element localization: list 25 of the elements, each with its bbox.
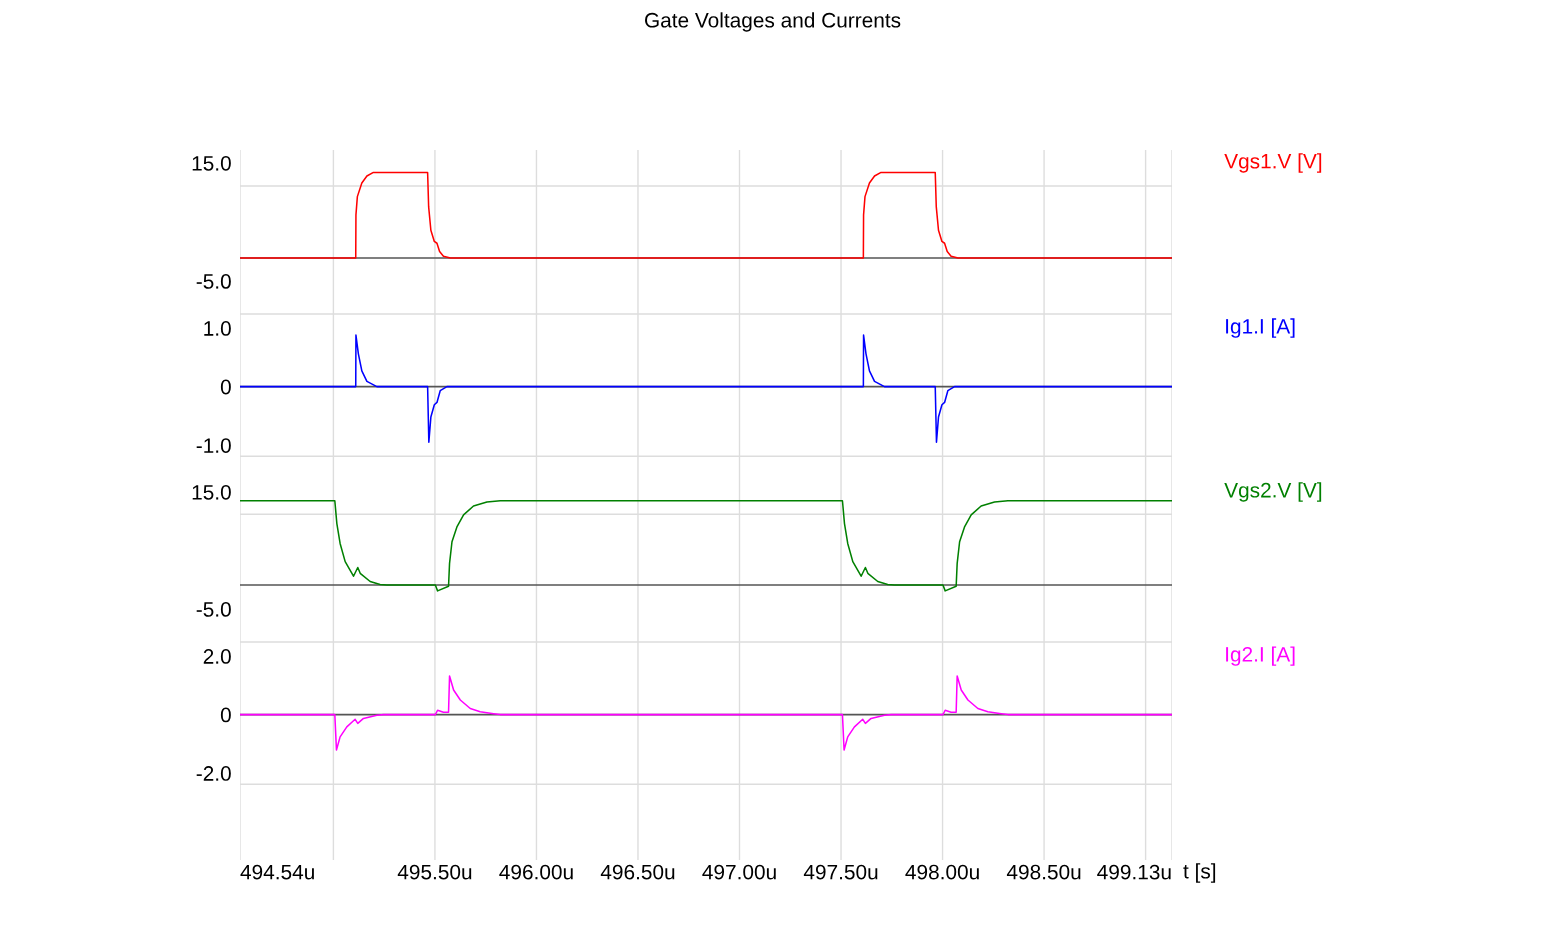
- x-tick-label: 498.00u: [905, 864, 979, 880]
- x-tick-label: 498.50u: [1006, 864, 1081, 880]
- x-tick-label: 497.00u: [702, 864, 776, 880]
- x-tick-label: 497.50u: [803, 864, 878, 880]
- y-tick-label: 15.0: [192, 484, 231, 500]
- y-tick-label: 2.0: [203, 649, 231, 664]
- y-tick-label: 0: [220, 707, 231, 723]
- x-tick-label: 499.13u: [1097, 864, 1171, 880]
- x-tick-label: 496.00u: [499, 864, 573, 880]
- text: Vgs1.V [V]: [1224, 153, 1322, 173]
- x-tick-label: 495.50u: [397, 864, 472, 880]
- text: Ig1.I [A]: [1226, 318, 1295, 338]
- text: Ig2.I [A]: [1226, 646, 1295, 666]
- chart-title: Gate Voltages and Currents: [645, 12, 901, 32]
- y-tick-label: 1.0: [204, 321, 231, 336]
- y-tick-label: 0: [220, 379, 231, 395]
- text: Vgs2.V [V]: [1224, 482, 1322, 502]
- y-tick-label: -1.0: [196, 438, 231, 453]
- y-tick-label: -2.0: [196, 766, 231, 781]
- x-axis-title: t [s]: [1183, 863, 1216, 883]
- y-tick-label: -5.0: [196, 602, 231, 617]
- x-tick-label: 494.54u: [240, 864, 314, 880]
- y-tick-label: 15.0: [192, 155, 231, 171]
- x-tick-label: 496.50u: [600, 864, 675, 880]
- y-tick-label: -5.0: [196, 274, 231, 289]
